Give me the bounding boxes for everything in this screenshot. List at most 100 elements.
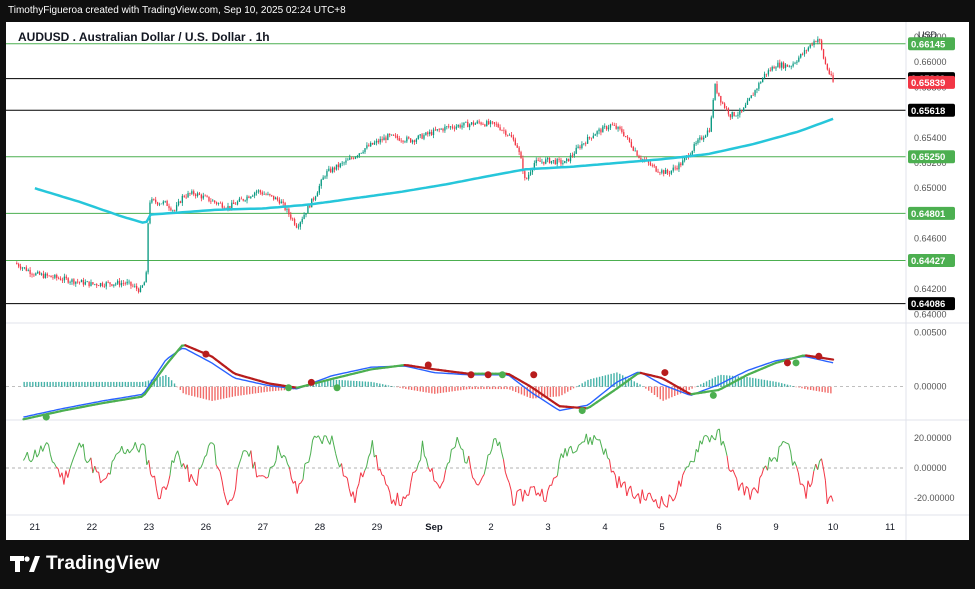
macd-histogram-bar xyxy=(399,386,401,388)
osc-line-segment xyxy=(807,480,811,488)
tradingview-brand[interactable]: TradingView xyxy=(10,553,160,575)
osc-line-segment xyxy=(271,465,275,468)
candle-body xyxy=(172,210,174,211)
candle-body xyxy=(659,172,661,174)
candle-body xyxy=(539,160,541,162)
macd-histogram-bar xyxy=(755,378,757,387)
macd-histogram-bar xyxy=(384,384,387,387)
candle-body xyxy=(440,128,442,130)
candle-body xyxy=(548,157,551,164)
macd-histogram-bar xyxy=(653,386,656,395)
attribution-text: TimothyFigueroa created with TradingView… xyxy=(8,5,346,16)
candle-body xyxy=(752,95,754,96)
osc-line-segment xyxy=(501,451,504,460)
osc-line-segment xyxy=(663,503,666,507)
osc-line-segment xyxy=(381,474,385,477)
macd-histogram-bar xyxy=(124,381,127,387)
macd-histogram-bar xyxy=(240,386,242,396)
osc-line-segment xyxy=(709,435,713,443)
candle-body xyxy=(109,282,111,285)
macd-histogram-bar xyxy=(379,383,381,387)
chart-canvas[interactable]: AUDUSD . Australian Dollar / U.S. Dollar… xyxy=(6,22,969,540)
macd-histogram-bar xyxy=(512,386,514,391)
candle-body xyxy=(782,62,785,69)
candle-body xyxy=(253,192,256,196)
x-tick-label: 4 xyxy=(602,522,607,533)
candle-body xyxy=(583,143,585,145)
osc-line-segment xyxy=(98,472,102,483)
macd-histogram-bar xyxy=(659,386,661,400)
candle-body xyxy=(179,201,182,203)
candle-body xyxy=(467,121,469,128)
osc-line-segment xyxy=(105,472,109,479)
osc-line-segment xyxy=(680,475,684,487)
osc-line-segment xyxy=(580,441,583,445)
macd-histogram-bar xyxy=(671,386,673,398)
candle-body xyxy=(295,224,298,228)
candle-body xyxy=(409,138,412,143)
candle-body xyxy=(640,158,642,160)
osc-line-segment xyxy=(52,461,55,464)
y-tick-label: 0.65400 xyxy=(914,133,947,143)
osc-line-segment xyxy=(724,447,728,456)
candle-body xyxy=(592,135,594,139)
macd-histogram-bar xyxy=(488,386,491,390)
osc-line-segment xyxy=(595,438,599,441)
candle-body xyxy=(560,159,562,164)
candle-body xyxy=(134,286,136,287)
candle-body xyxy=(193,191,195,195)
osc-line-segment xyxy=(225,499,229,506)
macd-histogram-bar xyxy=(318,383,320,387)
candle-body xyxy=(56,275,58,278)
osc-line-segment xyxy=(94,465,98,473)
osc-line-segment xyxy=(115,452,119,455)
candle-body xyxy=(244,200,246,202)
osc-line-segment xyxy=(564,448,568,457)
macd-histogram-bar xyxy=(419,386,421,392)
candle-body xyxy=(596,131,598,135)
candle-body xyxy=(115,283,117,285)
macd-histogram-bar xyxy=(40,381,43,387)
candle-body xyxy=(57,277,60,279)
candle-body xyxy=(446,126,448,127)
candle-body xyxy=(820,40,823,50)
candle-body xyxy=(503,130,505,131)
macd-histogram-bar xyxy=(778,382,780,387)
macd-histogram-bar xyxy=(457,386,459,391)
macd-histogram-bar xyxy=(225,386,228,399)
macd-histogram-bar xyxy=(263,386,265,393)
macd-cross-marker xyxy=(467,371,475,379)
candle-body xyxy=(775,67,777,69)
candle-body xyxy=(668,173,671,174)
candle-body xyxy=(381,139,383,141)
osc-line-segment xyxy=(190,474,194,480)
osc-line-segment xyxy=(508,482,512,491)
osc-line-segment xyxy=(605,448,609,458)
macd-histogram-bar xyxy=(728,375,731,387)
candle-body xyxy=(345,160,347,163)
candle-body xyxy=(545,159,547,164)
candle-body xyxy=(46,273,48,276)
candle-body xyxy=(67,278,69,283)
candle-body xyxy=(147,223,149,273)
osc-line-segment xyxy=(155,488,159,499)
osc-line-segment xyxy=(697,440,701,453)
candle-body xyxy=(531,168,534,173)
osc-line-segment xyxy=(188,474,192,483)
osc-line-segment xyxy=(100,480,103,484)
candle-body xyxy=(737,114,739,116)
osc-line-segment xyxy=(154,475,157,490)
chart-frame: AUDUSD . Australian Dollar / U.S. Dollar… xyxy=(0,22,975,540)
candle-body xyxy=(297,226,300,228)
macd-histogram-bar xyxy=(364,381,367,387)
candle-body xyxy=(541,161,543,163)
candle-body xyxy=(817,39,819,43)
x-tick-label: 26 xyxy=(201,522,212,533)
macd-histogram-bar xyxy=(809,386,812,390)
macd-histogram-bar xyxy=(309,385,312,387)
osc-line-segment xyxy=(331,435,335,446)
macd-histogram-bar xyxy=(483,386,485,390)
osc-line-segment xyxy=(129,450,132,454)
macd-histogram-bar xyxy=(78,381,80,387)
macd-histogram-bar xyxy=(246,386,248,395)
